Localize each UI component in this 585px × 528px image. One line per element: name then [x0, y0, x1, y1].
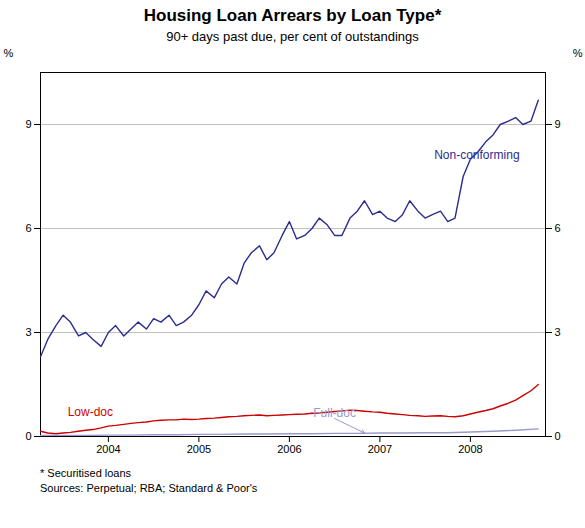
html-text:90+ days past due, per cent of: 90+ days past due, per cent of outstandi…	[166, 29, 419, 44]
svg-text:%: %	[573, 47, 583, 59]
svg-text:9: 9	[555, 118, 561, 130]
svg-text:3: 3	[25, 326, 31, 338]
svg-text:Low-doc: Low-doc	[68, 405, 113, 419]
svg-text:9: 9	[25, 118, 31, 130]
svg-text:0: 0	[555, 430, 561, 442]
svg-text:2005: 2005	[187, 443, 211, 455]
svg-text:%: %	[4, 47, 14, 59]
html-text:Housing Loan Arrears by Loan T: Housing Loan Arrears by Loan Type*	[143, 6, 442, 25]
svg-text:0: 0	[25, 430, 31, 442]
svg-text:6: 6	[555, 222, 561, 234]
svg-text:6: 6	[25, 222, 31, 234]
svg-text:2006: 2006	[277, 443, 301, 455]
svg-text:Non-conforming: Non-conforming	[434, 148, 519, 162]
svg-text:3: 3	[555, 326, 561, 338]
svg-text:Full-doc: Full-doc	[313, 406, 356, 420]
html-text:Sources: Perpetual; RBA; Stand: Sources: Perpetual; RBA; Standard & Poor…	[40, 482, 258, 494]
html-text:* Securitised loans: * Securitised loans	[40, 467, 132, 479]
svg-text:2008: 2008	[458, 443, 482, 455]
svg-text:2004: 2004	[96, 443, 120, 455]
svg-text:2007: 2007	[368, 443, 392, 455]
